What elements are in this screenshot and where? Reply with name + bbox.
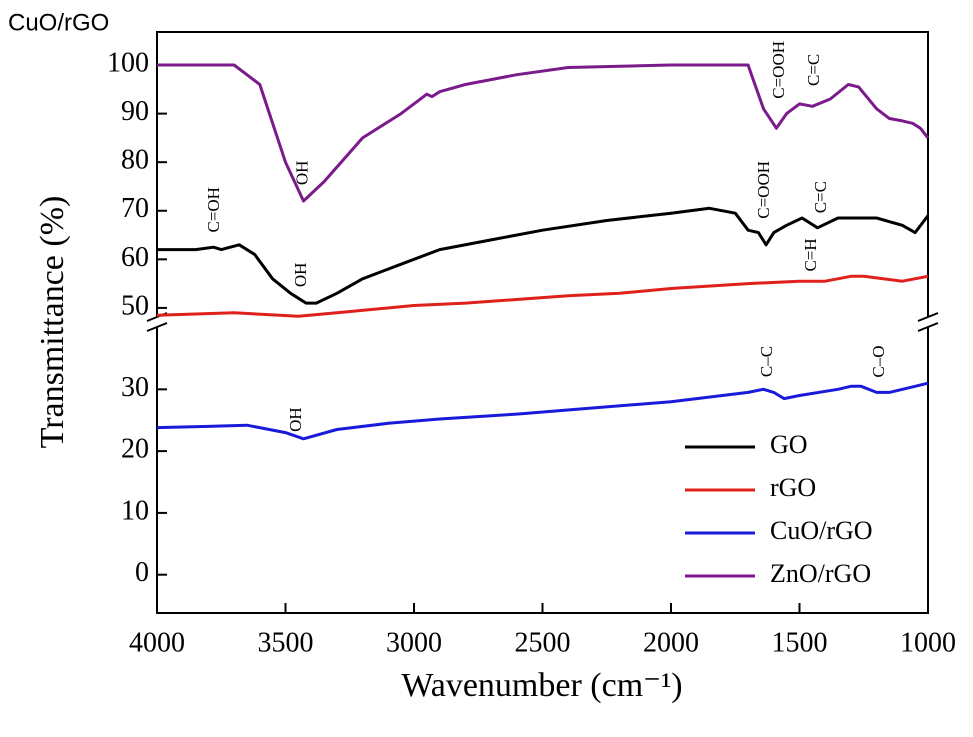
annotation: C=C: [804, 54, 823, 86]
x-tick-label: 1000: [900, 627, 956, 658]
annotation: C–C: [757, 346, 776, 377]
annotation: C–O: [869, 345, 888, 377]
annotation: C=C: [811, 181, 830, 213]
y-tick-label: 0: [135, 557, 149, 588]
legend-label: ZnO/rGO: [770, 559, 871, 588]
annotation: C=OOH: [754, 161, 773, 219]
x-tick-label: 3000: [386, 627, 442, 658]
y-axis-title: Transmittance (%): [34, 196, 71, 449]
y-tick-label: 20: [121, 434, 149, 465]
y-tick-label: 80: [121, 145, 149, 176]
axis-break-mark: [146, 312, 939, 332]
series-line: [156, 381, 929, 441]
x-tick-label: 2500: [515, 627, 571, 658]
x-tick-label: 4000: [129, 627, 185, 658]
annotation: C=H: [801, 238, 820, 271]
x-tick-label: 2000: [643, 627, 699, 658]
legend-label: rGO: [770, 473, 816, 502]
series-line: [157, 63, 930, 203]
annotation: C=OH: [204, 187, 223, 232]
axis-break-gap: [150, 317, 164, 327]
series-line: [157, 206, 930, 305]
legend-label: GO: [770, 430, 808, 459]
x-tick-label: 1500: [772, 627, 828, 658]
y-tick-label: 90: [121, 96, 149, 127]
caption: CuO/rGO: [8, 9, 109, 36]
legend-label: CuO/rGO: [770, 516, 873, 545]
annotation: OH: [291, 263, 310, 288]
y-tick-label: 10: [121, 495, 149, 526]
x-axis-title: Wavenumber (cm⁻¹): [401, 667, 682, 704]
y-tick-label: 30: [121, 372, 149, 403]
annotation: C=OOH: [769, 41, 788, 99]
x-tick-label: 3500: [258, 627, 314, 658]
y-tick-label: 60: [121, 242, 149, 273]
annotation: OH: [286, 407, 305, 432]
y-tick-label: 70: [121, 193, 149, 224]
axis-break-gap: [921, 317, 935, 327]
y-tick-label: 100: [107, 47, 149, 78]
annotation: OH: [292, 161, 311, 186]
series-line: [156, 274, 929, 318]
y-tick-label: 50: [121, 290, 149, 321]
